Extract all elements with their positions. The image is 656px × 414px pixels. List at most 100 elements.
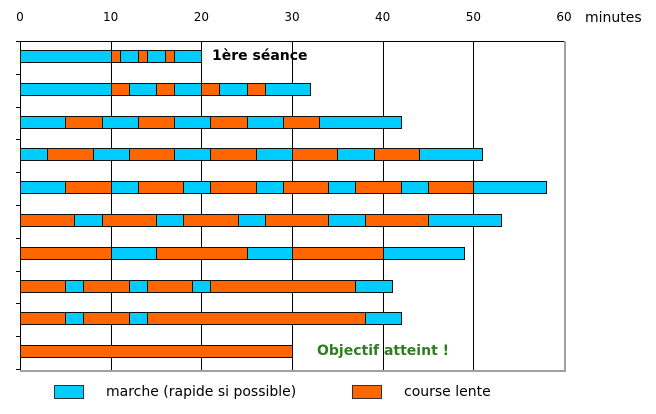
vertical-gridline xyxy=(564,41,566,370)
y-tick xyxy=(16,238,20,239)
walk-segment xyxy=(128,280,148,293)
run-segment xyxy=(65,181,112,194)
walk-segment xyxy=(74,214,103,227)
walk-segment xyxy=(428,214,502,227)
run-segment xyxy=(83,312,130,325)
run-segment xyxy=(264,214,330,227)
walk-segment xyxy=(264,83,312,96)
run-segment xyxy=(47,148,94,161)
run-segment xyxy=(292,247,384,260)
run-segment xyxy=(83,280,130,293)
run-segment xyxy=(210,181,257,194)
run-segment xyxy=(20,214,76,227)
y-tick xyxy=(16,139,20,140)
y-tick xyxy=(16,172,20,173)
y-axis-line xyxy=(20,41,21,371)
legend-walk-label: marche (rapide si possible) xyxy=(106,384,297,400)
y-tick xyxy=(16,336,20,337)
run-segment xyxy=(183,214,239,227)
walk-segment xyxy=(255,181,284,194)
x-tick-label: 10 xyxy=(103,10,119,24)
run-segment xyxy=(210,148,257,161)
walk-swatch-icon xyxy=(54,385,84,399)
walk-segment xyxy=(337,148,375,161)
walk-segment xyxy=(328,214,366,227)
vertical-gridline xyxy=(111,41,112,370)
walk-segment xyxy=(219,83,248,96)
walk-segment xyxy=(355,280,393,293)
walk-segment xyxy=(246,116,284,129)
vertical-gridline xyxy=(201,41,202,370)
x-tick-label: 0 xyxy=(16,10,24,24)
run-segment xyxy=(110,83,130,96)
x-tick-label: 40 xyxy=(375,10,391,24)
legend-item-run: course lente xyxy=(352,384,491,400)
walk-segment xyxy=(364,312,402,325)
walk-segment xyxy=(328,181,357,194)
walk-segment xyxy=(65,312,85,325)
x-axis-unit-label: minutes xyxy=(585,10,642,26)
y-tick xyxy=(16,205,20,206)
run-segment xyxy=(282,181,330,194)
walk-segment xyxy=(237,214,266,227)
run-segment xyxy=(146,280,194,293)
run-segment xyxy=(355,181,402,194)
run-segment xyxy=(20,280,67,293)
run-segment xyxy=(210,280,357,293)
y-tick xyxy=(16,41,20,42)
walk-segment xyxy=(110,181,139,194)
run-swatch-icon xyxy=(352,385,382,399)
walk-segment xyxy=(119,50,139,63)
x-tick-label: 30 xyxy=(284,10,300,24)
y-tick xyxy=(16,369,20,370)
run-segment xyxy=(292,148,339,161)
y-tick xyxy=(16,303,20,304)
walk-segment xyxy=(65,280,85,293)
walk-segment xyxy=(20,148,49,161)
x-tick-label: 60 xyxy=(556,10,572,24)
walk-segment xyxy=(156,214,185,227)
run-segment xyxy=(364,214,429,227)
walk-segment xyxy=(174,50,203,63)
y-tick xyxy=(16,271,20,272)
walk-segment xyxy=(20,181,67,194)
walk-segment xyxy=(92,148,130,161)
legend-run-label: course lente xyxy=(404,384,491,400)
run-segment xyxy=(156,247,248,260)
run-segment xyxy=(428,181,475,194)
vertical-gridline xyxy=(292,41,293,370)
run-segment xyxy=(210,116,248,129)
x-tick-label: 50 xyxy=(465,10,481,24)
run-segment xyxy=(101,214,157,227)
y-tick xyxy=(16,74,20,75)
walk-segment xyxy=(418,148,484,161)
run-segment xyxy=(20,345,293,358)
legend-item-walk: marche (rapide si possible) xyxy=(54,384,296,400)
goal-reached-label: Objectif atteint ! xyxy=(317,343,450,359)
run-segment xyxy=(137,181,185,194)
walk-segment xyxy=(20,83,112,96)
walk-segment xyxy=(319,116,402,129)
walk-segment xyxy=(146,50,167,63)
run-segment xyxy=(156,83,176,96)
walk-segment xyxy=(183,181,212,194)
run-segment xyxy=(20,312,67,325)
walk-segment xyxy=(174,148,212,161)
bottom-border-line xyxy=(20,370,566,372)
walk-segment xyxy=(20,116,67,129)
walk-segment xyxy=(255,148,293,161)
vertical-gridline xyxy=(383,41,384,370)
vertical-gridline xyxy=(473,41,474,370)
first-session-label: 1ère séance xyxy=(212,48,308,64)
walk-segment xyxy=(400,181,429,194)
run-segment xyxy=(282,116,321,129)
run-segment xyxy=(373,148,420,161)
run-segment xyxy=(137,116,176,129)
x-tick-label: 20 xyxy=(193,10,209,24)
run-segment xyxy=(65,116,103,129)
x-axis-line xyxy=(17,41,565,42)
walk-segment xyxy=(246,247,293,260)
run-segment xyxy=(246,83,266,96)
walk-segment xyxy=(192,280,212,293)
